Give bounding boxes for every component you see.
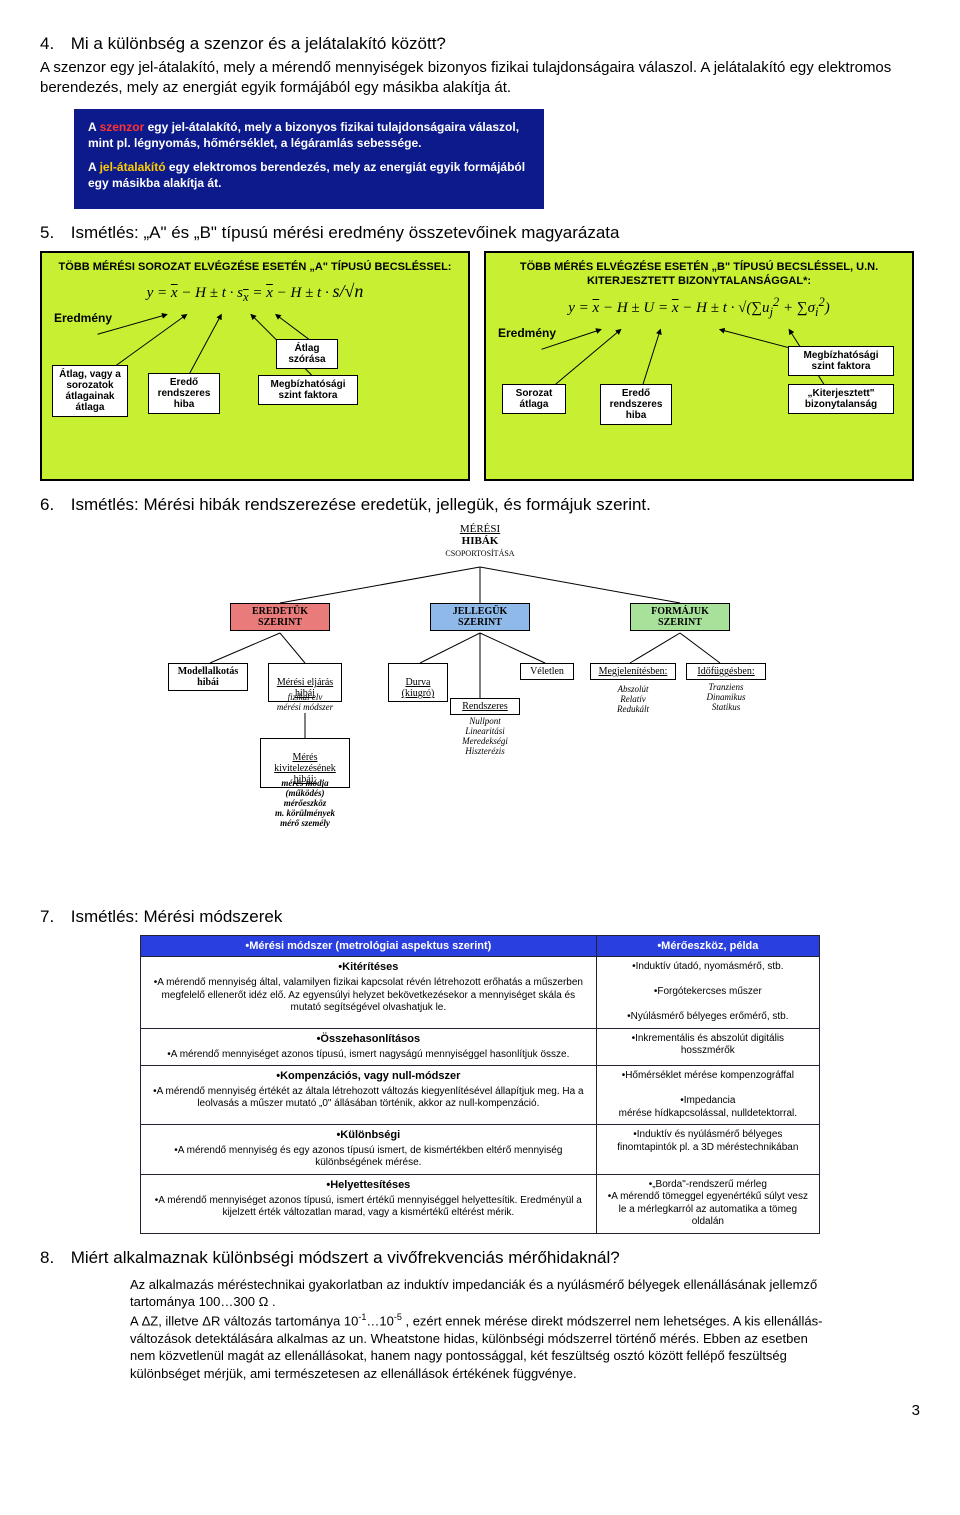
q4-num: 4. — [40, 34, 66, 54]
q6-title: Ismétlés: Mérési hibák rendszerezése ere… — [71, 495, 651, 514]
node-formajuk: FORMÁJUK SZERINT — [630, 603, 730, 631]
panel-b-formula: y = x − H ± U = x − H ± t · √(∑uj2 + ∑σi… — [492, 295, 906, 320]
table-row: •Kitérítéses•A mérendő mennyiség által, … — [141, 957, 820, 1029]
node-model: Modellalkotás hibái — [168, 663, 248, 691]
node-exec-sub: mérés módja (működés) mérőeszköz m. körü… — [260, 779, 350, 828]
q8-body: Az alkalmazás méréstechnikai gyakorlatba… — [130, 1276, 830, 1383]
panel-a-arrows: Eredmény Átlag, vagy a sorozatok átlagai… — [48, 309, 462, 419]
node-idofugg-sub: Tranziens Dinamikus Statikus — [686, 683, 766, 713]
panel-b-root: Eredmény — [498, 326, 556, 340]
q6-tree: MÉRÉSI HIBÁK CSOPORTOSÍTÁSA EREDETÜK SZE… — [160, 523, 800, 893]
q8-title: Miért alkalmaznak különbségi módszert a … — [71, 1248, 620, 1267]
q5-num: 5. — [40, 223, 66, 243]
panel-a-root: Eredmény — [54, 311, 112, 325]
method-cell: •Különbségi•A mérendő mennyiség és egy a… — [141, 1125, 597, 1175]
q4-heading: 4. Mi a különbség a szenzor és a jelátal… — [40, 34, 920, 54]
panel-b-l1: Sorozat átlaga — [502, 384, 566, 414]
panel-a-l1: Átlag, vagy a sorozatok átlagainak átlag… — [52, 365, 128, 417]
tree-root: MÉRÉSI HIBÁK CSOPORTOSÍTÁSA — [440, 523, 520, 559]
q7-heading: 7. Ismétlés: Mérési módszerek — [40, 907, 920, 927]
methods-table: •Mérési módszer (metrológiai aspektus sz… — [140, 935, 820, 1234]
panel-a-l3: Átlag szórása — [276, 339, 338, 369]
q5-title: Ismétlés: „A" és „B" típusú mérési eredm… — [71, 223, 620, 242]
table-row: •Különbségi•A mérendő mennyiség és egy a… — [141, 1125, 820, 1175]
page-number: 3 — [40, 1402, 920, 1419]
node-method-sub: fizikai elv mérési módszer — [268, 693, 342, 713]
q7-title: Ismétlés: Mérési módszerek — [71, 907, 283, 926]
example-cell: •Induktív útadó, nyomásmérő, stb.•Forgót… — [596, 957, 819, 1029]
node-megjel: Megjelenítésben: — [590, 663, 676, 680]
q4-answer: A szenzor egy jel-átalakító, mely a mére… — [40, 58, 920, 99]
panel-b: TÖBB MÉRÉS ELVÉGZÉSE ESETÉN „B" TÍPUSÚ B… — [484, 251, 914, 481]
method-cell: •Kompenzációs, vagy null-módszer•A méren… — [141, 1066, 597, 1125]
q7-num: 7. — [40, 907, 66, 927]
panel-b-l3: Megbízhatósági szint faktora — [788, 346, 894, 376]
methods-h1: •Mérési módszer (metrológiai aspektus sz… — [141, 936, 597, 957]
panel-b-title: TÖBB MÉRÉS ELVÉGZÉSE ESETÉN „B" TÍPUSÚ B… — [492, 261, 906, 289]
q4-title: Mi a különbség a szenzor és a jelátalakí… — [71, 34, 446, 53]
panel-a-title: TÖBB MÉRÉSI SOROZAT ELVÉGZÉSE ESETÉN „A"… — [48, 261, 462, 275]
panel-b-l4: „Kiterjesztett" bizonytalanság — [788, 384, 894, 414]
panel-b-l2: Eredő rendszeres hiba — [600, 384, 672, 425]
q5-panels: TÖBB MÉRÉSI SOROZAT ELVÉGZÉSE ESETÉN „A"… — [40, 251, 920, 481]
node-eredetuk: EREDETÜK SZERINT — [230, 603, 330, 631]
q4-bluebox: A szenzor egy jel-átalakító, mely a bizo… — [74, 109, 544, 210]
example-cell: •Hőmérséklet mérése kompenzográffal•Impe… — [596, 1066, 819, 1125]
q6-heading: 6. Ismétlés: Mérési hibák rendszerezése … — [40, 495, 920, 515]
method-cell: •Összehasonlításos•A mérendő mennyiséget… — [141, 1028, 597, 1065]
panel-a-formula: y = x − H ± t · sx = x − H ± t · s/√n — [48, 281, 462, 305]
table-row: •Összehasonlításos•A mérendő mennyiséget… — [141, 1028, 820, 1065]
node-idofugg: Időfüggésben: — [686, 663, 766, 680]
table-row: •Kompenzációs, vagy null-módszer•A méren… — [141, 1066, 820, 1125]
example-cell: •Induktív és nyúlásmérő bélyeges finomta… — [596, 1125, 819, 1175]
node-durva: Durva (kiugró) — [388, 663, 448, 702]
node-veletlen: Véletlen — [520, 663, 574, 680]
panel-a: TÖBB MÉRÉSI SOROZAT ELVÉGZÉSE ESETÉN „A"… — [40, 251, 470, 481]
panel-a-l4: Megbízhatósági szint faktora — [258, 375, 358, 405]
q8-num: 8. — [40, 1248, 66, 1268]
example-cell: •„Borda"-rendszerű mérleg•A mérendő töme… — [596, 1174, 819, 1233]
table-row: •Helyettesítéses•A mérendő mennyiséget a… — [141, 1174, 820, 1233]
bluebox-p1: A szenzor egy jel-átalakító, mely a bizo… — [88, 119, 530, 151]
method-cell: •Helyettesítéses•A mérendő mennyiséget a… — [141, 1174, 597, 1233]
bluebox-p2: A jel-átalakító egy elektromos berendezé… — [88, 159, 530, 191]
q5-heading: 5. Ismétlés: „A" és „B" típusú mérési er… — [40, 223, 920, 243]
node-jelleguk: JELLEGÜK SZERINT — [430, 603, 530, 631]
node-megjel-sub: Abszolút Relatív Redukált — [590, 685, 676, 715]
q8-heading: 8. Miért alkalmaznak különbségi módszert… — [40, 1248, 920, 1268]
node-rendszeres-sub: Nullpont Linearitási Meredekségi Hiszter… — [450, 717, 520, 757]
example-cell: •Inkrementális és abszolút digitális hos… — [596, 1028, 819, 1065]
q6-num: 6. — [40, 495, 66, 515]
panel-b-arrows: Eredmény Sorozat átlaga Eredő rendszeres… — [492, 324, 906, 434]
node-rendszeres: Rendszeres — [450, 698, 520, 715]
methods-h2: •Mérőeszköz, példa — [596, 936, 819, 957]
method-cell: •Kitérítéses•A mérendő mennyiség által, … — [141, 957, 597, 1029]
panel-a-l2: Eredő rendszeres hiba — [148, 373, 220, 414]
